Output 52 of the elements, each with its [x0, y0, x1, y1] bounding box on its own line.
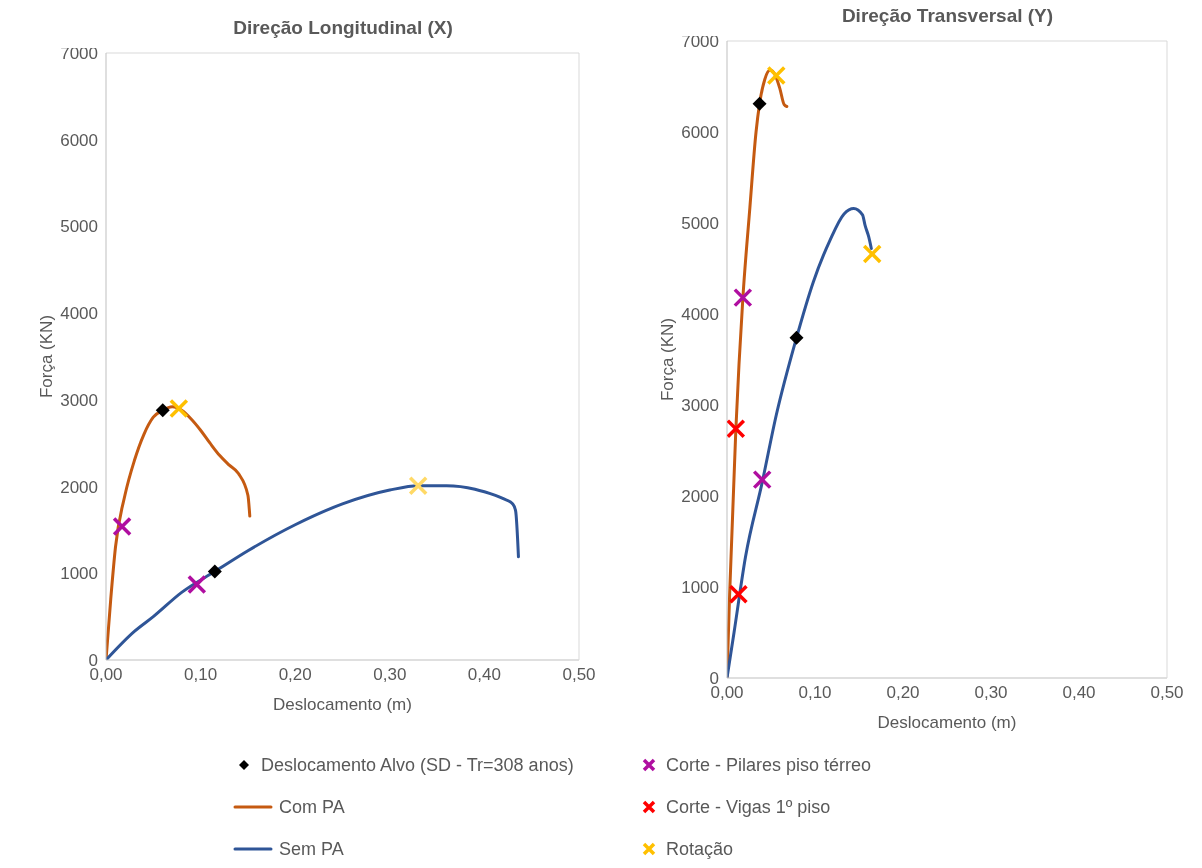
- y-tick-label: 7000: [60, 44, 98, 64]
- point: [727, 418, 746, 439]
- point: [155, 403, 170, 418]
- point: [862, 244, 882, 264]
- y-tick-label: 1000: [60, 564, 98, 584]
- y-tick-label: 3000: [681, 396, 719, 416]
- point: [733, 287, 753, 308]
- y-tick-label: 5000: [681, 214, 719, 234]
- y-tick-label: 7000: [681, 32, 719, 52]
- line-series: [106, 484, 520, 660]
- y-tick-label: 3000: [60, 390, 98, 410]
- point: [752, 469, 772, 490]
- y-tick-label: 6000: [60, 130, 98, 150]
- y-tick-label: 2000: [681, 487, 719, 507]
- x-axis-title: Deslocamento (m): [877, 713, 1017, 732]
- legend-label: Corte - Vigas 1º piso: [666, 796, 831, 818]
- y-tick-label: 6000: [681, 123, 719, 143]
- point: [752, 96, 767, 111]
- legend-label: Com PA: [279, 796, 345, 818]
- x-tick-label: 0,40: [467, 665, 501, 685]
- x-tick-label: 0,10: [798, 683, 832, 703]
- chart-title: Direção Longitudinal (X): [233, 17, 453, 38]
- chart-title: Direção Transversal (Y): [841, 5, 1054, 26]
- y-axis-title: Força (KN): [658, 317, 678, 402]
- legend-label: Corte - Pilares piso térreo: [666, 754, 872, 776]
- point: [728, 584, 749, 605]
- y-tick-label: 4000: [681, 305, 719, 325]
- point: [112, 516, 132, 537]
- legend-label: Sem PA: [279, 838, 344, 860]
- y-tick-label: 4000: [60, 304, 98, 324]
- x-tick-label: 0,30: [974, 683, 1008, 703]
- x-tick-label: 0,20: [886, 683, 920, 703]
- point: [789, 330, 804, 345]
- x-tick-label: 0,20: [278, 665, 312, 685]
- y-tick-label: 5000: [60, 217, 98, 237]
- point: [207, 564, 222, 579]
- point: [187, 574, 207, 595]
- y-tick-label: 2000: [60, 477, 98, 497]
- point: [766, 65, 787, 86]
- point: [169, 398, 189, 419]
- point: [408, 475, 428, 496]
- x-tick-label: 0,40: [1062, 683, 1096, 703]
- x-tick-label: 0,30: [373, 665, 407, 685]
- line-series: [727, 206, 873, 678]
- y-axis-title: Força (KN): [37, 314, 57, 399]
- x-tick-label: 0,50: [562, 665, 596, 685]
- x-tick-label: 0,10: [184, 665, 218, 685]
- x-tick-label: 0,50: [1150, 683, 1184, 703]
- legend-label: Deslocamento Alvo (SD - Tr=308 anos): [261, 754, 574, 776]
- legend-label: Rotação: [666, 838, 734, 860]
- y-tick-label: 1000: [681, 578, 719, 598]
- x-axis-title: Deslocamento (m): [273, 695, 412, 714]
